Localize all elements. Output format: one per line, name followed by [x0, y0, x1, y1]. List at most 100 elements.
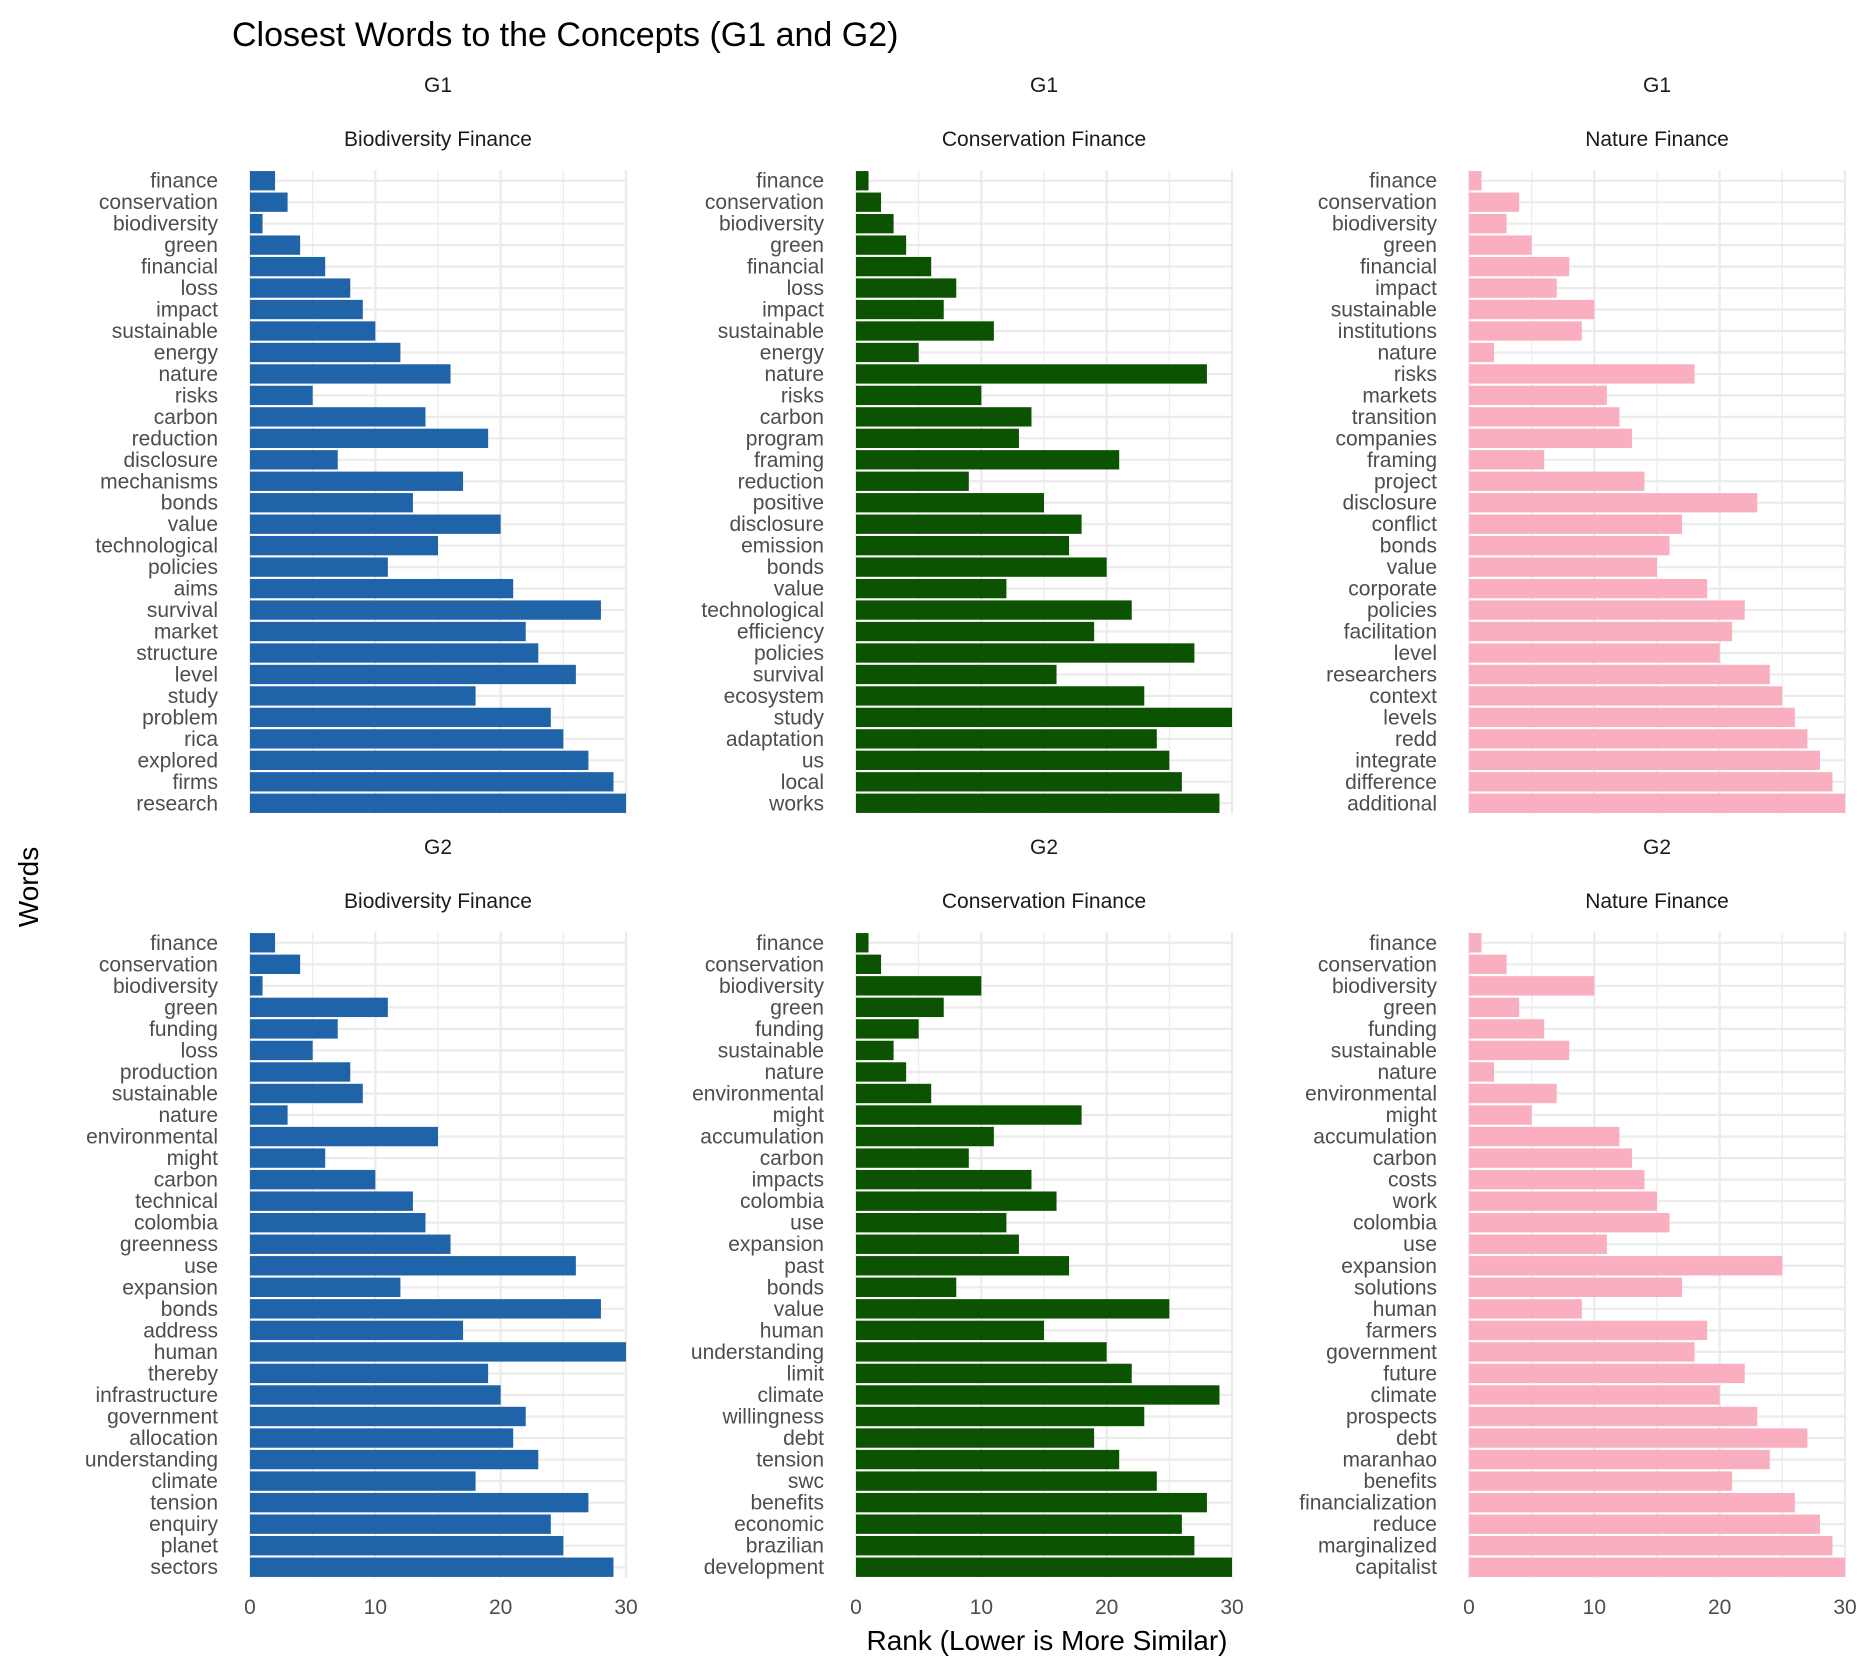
- y-tick-label: emission: [741, 535, 824, 558]
- y-tick-label: limit: [787, 1362, 824, 1385]
- y-tick-label: us: [802, 749, 824, 772]
- y-tick-label: green: [164, 996, 218, 1019]
- y-tick-label: bonds: [767, 556, 824, 579]
- bar-finance: [1469, 933, 1482, 953]
- bar-biodiversity: [250, 976, 263, 996]
- bar-integrate: [1469, 750, 1820, 770]
- y-tick-label: green: [164, 234, 218, 257]
- bar-use: [250, 1256, 576, 1276]
- bar-reduction: [250, 428, 489, 448]
- panel-g1-nature-finance: G1 Nature Finance financeconservationbiodi…: [1318, 74, 1847, 815]
- y-tick-label: technical: [135, 1190, 218, 1213]
- facet-concept-label: Biodiversity Finance: [344, 128, 532, 151]
- y-tick-label: loss: [181, 1039, 218, 1062]
- y-tick-label: biodiversity: [113, 975, 219, 998]
- bar-efficiency: [856, 621, 1095, 642]
- y-tick-label: energy: [154, 341, 219, 364]
- panel-g1-conservation-finance: G1 Conservation Finance financeconservatio…: [701, 74, 1234, 815]
- bar-impacts: [856, 1169, 1032, 1190]
- y-tick-label: finance: [150, 932, 218, 955]
- bar-debt: [856, 1428, 1095, 1448]
- y-tick-label: researchers: [1326, 663, 1437, 686]
- bar-prospects: [1469, 1406, 1758, 1427]
- x-tick-label: 0: [850, 1596, 862, 1619]
- y-tick-label: colombia: [740, 1190, 824, 1213]
- y-tick-label: biodiversity: [719, 213, 825, 236]
- bar-biodiversity: [1469, 976, 1595, 996]
- x-tick-label: 10: [1583, 1596, 1606, 1619]
- bar-problem: [250, 707, 551, 728]
- y-tick-label: problem: [142, 706, 218, 729]
- y-tick-label: ecosystem: [724, 685, 824, 708]
- panel-g1-biodiversity-finance: G1 Biodiversity Finance financeconservatio…: [95, 74, 628, 815]
- bar-environmental: [250, 1126, 438, 1147]
- bar-energy: [250, 342, 401, 363]
- y-tick-label: framing: [754, 449, 824, 472]
- y-tick-label: survival: [753, 663, 824, 686]
- bar-sustainable: [250, 321, 376, 341]
- bar-adaptation: [856, 729, 1157, 749]
- bar-nature: [250, 1105, 288, 1125]
- y-tick-label: use: [1403, 1233, 1437, 1256]
- y-tick-label: tension: [150, 1492, 218, 1515]
- y-tick-label: finance: [1369, 932, 1437, 955]
- bar-nature: [856, 364, 1207, 384]
- bar-emission: [856, 536, 1070, 556]
- bar-government: [1469, 1342, 1695, 1362]
- y-tick-label: reduction: [132, 427, 218, 450]
- bar-impact: [1469, 278, 1557, 298]
- bar-benefits: [856, 1492, 1207, 1513]
- bar-technological: [856, 600, 1132, 620]
- bar-sustainable: [1469, 1040, 1570, 1061]
- bar-biodiversity: [250, 214, 263, 234]
- bar-brazilian: [856, 1536, 1195, 1556]
- bar-conservation: [250, 192, 288, 212]
- y-tick-label: funding: [755, 1018, 824, 1041]
- bar-limit: [856, 1363, 1132, 1384]
- bar-companies: [1469, 428, 1632, 448]
- y-tick-label: accumulation: [1313, 1126, 1437, 1149]
- y-tick-label: might: [167, 1147, 219, 1170]
- bar-ecosystem: [856, 686, 1145, 706]
- bar-biodiversity: [856, 214, 894, 234]
- y-tick-label: structure: [136, 642, 218, 665]
- y-tick-label: accumulation: [700, 1126, 824, 1149]
- bar-accumulation: [1469, 1126, 1620, 1147]
- y-tick-label: mechanisms: [100, 470, 218, 493]
- y-tick-label: human: [154, 1341, 218, 1364]
- y-tick-label: impacts: [752, 1169, 824, 1192]
- y-tick-label: government: [107, 1406, 218, 1429]
- bar-marginalized: [1469, 1536, 1833, 1556]
- y-tick-label: finance: [756, 170, 824, 193]
- bar-reduce: [1469, 1514, 1820, 1534]
- bar-project: [1469, 471, 1645, 491]
- y-tick-label: technological: [95, 535, 218, 558]
- y-tick-label: disclosure: [729, 513, 824, 536]
- y-tick-label: green: [770, 996, 824, 1019]
- y-tick-label: climate: [1370, 1384, 1437, 1407]
- bar-mechanisms: [250, 471, 464, 491]
- y-tick-label: might: [1386, 1104, 1438, 1127]
- y-tick-label: costs: [1388, 1169, 1437, 1192]
- x-axis-title: Rank (Lower is More Similar): [867, 1625, 1228, 1656]
- y-tick-label: finance: [756, 932, 824, 955]
- y-tick-label: energy: [760, 341, 825, 364]
- bar-biodiversity: [856, 976, 982, 996]
- y-tick-label: benefits: [750, 1492, 824, 1515]
- y-tick-label: policies: [148, 556, 218, 579]
- bar-maranhao: [1469, 1449, 1770, 1470]
- bar-impact: [250, 299, 363, 320]
- bar-difference: [1469, 772, 1833, 792]
- y-tick-label: conflict: [1372, 513, 1438, 536]
- bar-researchers: [1469, 664, 1770, 685]
- y-tick-label: carbon: [154, 1169, 218, 1192]
- y-tick-label: loss: [181, 277, 218, 300]
- bar-debt: [1469, 1428, 1808, 1448]
- y-tick-label: policies: [754, 642, 824, 665]
- y-tick-label: maranhao: [1342, 1449, 1437, 1472]
- bar-conflict: [1469, 514, 1683, 534]
- y-tick-label: explored: [137, 749, 218, 772]
- y-tick-label: development: [704, 1556, 824, 1579]
- x-tick-label: 10: [970, 1596, 993, 1619]
